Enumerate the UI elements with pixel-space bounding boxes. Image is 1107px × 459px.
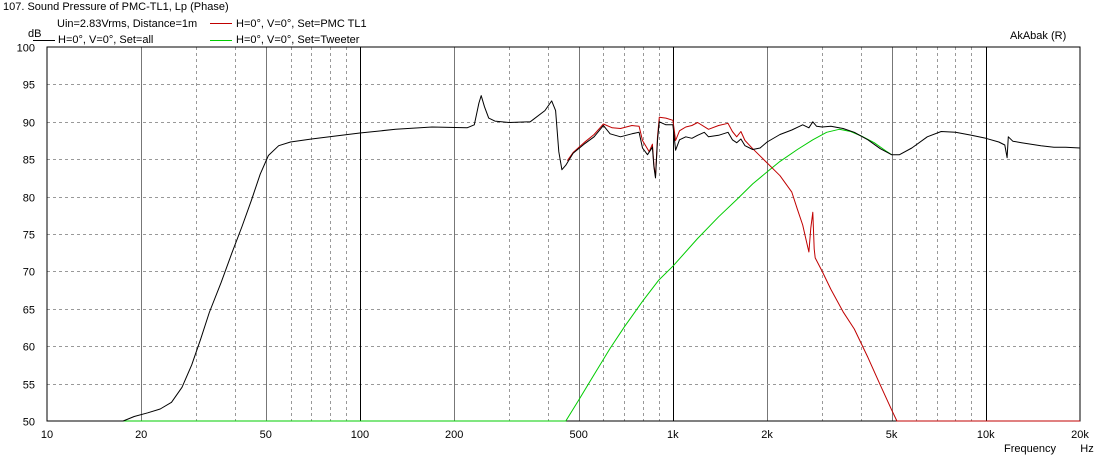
x-tick-label: 10k <box>977 429 995 441</box>
x-tick-label: 1k <box>667 429 679 441</box>
y-tick-label: 95 <box>23 80 35 92</box>
minor-grid <box>47 47 1080 421</box>
legend-swatch-all <box>33 40 55 41</box>
y-axis-label: dB <box>28 28 41 40</box>
x-tick-label: 5k <box>886 429 898 441</box>
y-tick-label: 100 <box>17 43 35 55</box>
y-tick-label: 65 <box>23 305 35 317</box>
chart-title: 107. Sound Pressure of PMC-TL1, Lp (Phas… <box>3 1 229 13</box>
x-tick-labels: 10 20 50 100 200 500 1k 2k 5k 10k 20k <box>41 429 1089 441</box>
major-grid <box>360 47 987 421</box>
y-tick-label: 50 <box>23 417 35 429</box>
x-axis-unit: Hz <box>1080 443 1093 455</box>
legend-swatch-tweeter <box>210 40 232 41</box>
series-line-tweeter <box>47 128 892 422</box>
y-tick-label: 80 <box>23 193 35 205</box>
y-tick-label: 55 <box>23 380 35 392</box>
conditions-label: Uin=2.83Vrms, Distance=1m <box>57 18 198 30</box>
y-tick-labels: 100 95 90 85 80 75 70 65 60 55 50 <box>17 43 35 429</box>
y-tick-label: 75 <box>23 230 35 242</box>
x-tick-label: 500 <box>569 429 587 441</box>
x-tick-label: 20 <box>135 429 147 441</box>
series-line-pmc-tl1 <box>566 116 1080 422</box>
legend-swatch-pmc <box>210 23 232 24</box>
x-tick-label: 50 <box>260 429 272 441</box>
x-tick-label: 20k <box>1071 429 1089 441</box>
legend-label-tweeter: H=0°, V=0°, Set=Tweeter <box>236 34 360 46</box>
brand-label: AkAbak (R) <box>1010 30 1067 42</box>
x-axis-label: Frequency <box>1004 443 1056 455</box>
legend-label-pmc: H=0°, V=0°, Set=PMC TL1 <box>236 18 367 30</box>
y-tick-label: 60 <box>23 342 35 354</box>
series-layer <box>47 95 1081 422</box>
y-tick-label: 90 <box>23 118 35 130</box>
y-tick-label: 85 <box>23 155 35 167</box>
legend-label-all: H=0°, V=0°, Set=all <box>58 34 154 46</box>
x-tick-label: 2k <box>761 429 773 441</box>
x-tick-label: 10 <box>41 429 53 441</box>
y-tick-label: 70 <box>23 267 35 279</box>
series-line-all <box>47 95 1081 422</box>
x-tick-label: 100 <box>351 429 369 441</box>
x-tick-label: 200 <box>445 429 463 441</box>
